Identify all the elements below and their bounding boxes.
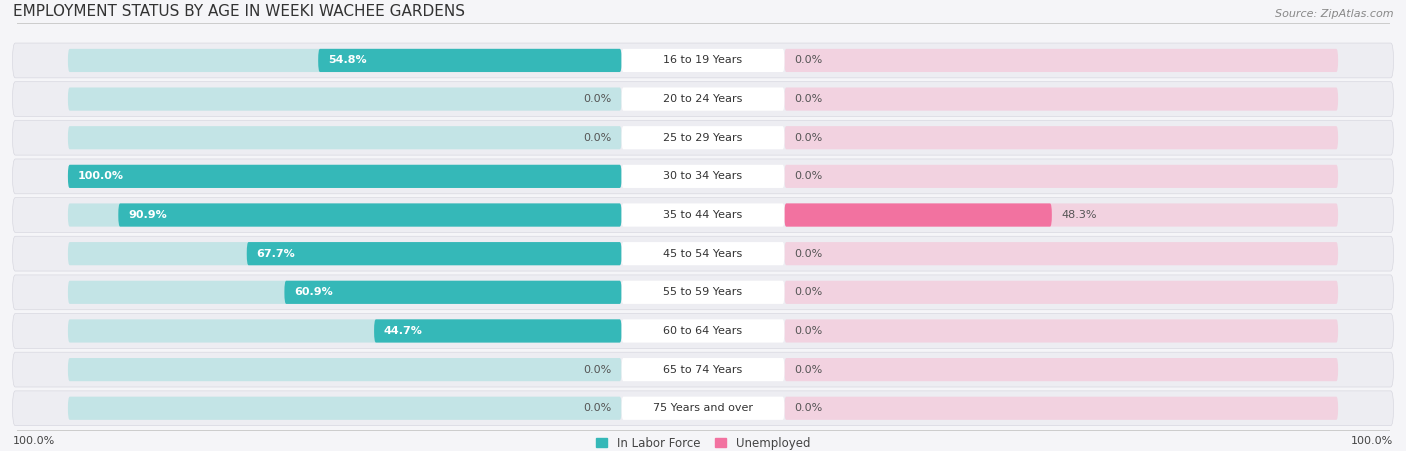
FancyBboxPatch shape xyxy=(67,203,621,226)
FancyBboxPatch shape xyxy=(621,203,785,226)
FancyBboxPatch shape xyxy=(13,82,1393,116)
Text: 0.0%: 0.0% xyxy=(583,133,612,143)
FancyBboxPatch shape xyxy=(118,203,621,226)
FancyBboxPatch shape xyxy=(785,203,1339,226)
FancyBboxPatch shape xyxy=(67,397,621,420)
Text: 48.3%: 48.3% xyxy=(1062,210,1097,220)
Text: 0.0%: 0.0% xyxy=(583,94,612,104)
FancyBboxPatch shape xyxy=(785,281,1339,304)
FancyBboxPatch shape xyxy=(621,49,785,72)
Text: 100.0%: 100.0% xyxy=(77,171,124,181)
FancyBboxPatch shape xyxy=(13,275,1393,310)
FancyBboxPatch shape xyxy=(13,159,1393,194)
Text: 30 to 34 Years: 30 to 34 Years xyxy=(664,171,742,181)
Text: 54.8%: 54.8% xyxy=(328,55,367,65)
FancyBboxPatch shape xyxy=(785,126,1339,149)
FancyBboxPatch shape xyxy=(67,242,621,265)
FancyBboxPatch shape xyxy=(621,165,785,188)
FancyBboxPatch shape xyxy=(621,87,785,110)
FancyBboxPatch shape xyxy=(621,319,785,343)
Text: 35 to 44 Years: 35 to 44 Years xyxy=(664,210,742,220)
FancyBboxPatch shape xyxy=(318,49,621,72)
Text: 16 to 19 Years: 16 to 19 Years xyxy=(664,55,742,65)
FancyBboxPatch shape xyxy=(785,49,1339,72)
Text: 45 to 54 Years: 45 to 54 Years xyxy=(664,249,742,259)
FancyBboxPatch shape xyxy=(67,165,621,188)
Text: 25 to 29 Years: 25 to 29 Years xyxy=(664,133,742,143)
Text: 0.0%: 0.0% xyxy=(794,94,823,104)
Legend: In Labor Force, Unemployed: In Labor Force, Unemployed xyxy=(596,437,810,450)
FancyBboxPatch shape xyxy=(67,87,621,110)
FancyBboxPatch shape xyxy=(621,281,785,304)
Text: 0.0%: 0.0% xyxy=(794,287,823,297)
FancyBboxPatch shape xyxy=(67,165,621,188)
FancyBboxPatch shape xyxy=(374,319,621,343)
FancyBboxPatch shape xyxy=(621,242,785,265)
FancyBboxPatch shape xyxy=(785,203,1052,226)
FancyBboxPatch shape xyxy=(13,198,1393,232)
Text: 0.0%: 0.0% xyxy=(794,55,823,65)
FancyBboxPatch shape xyxy=(67,358,621,381)
FancyBboxPatch shape xyxy=(785,319,1339,343)
FancyBboxPatch shape xyxy=(13,236,1393,271)
FancyBboxPatch shape xyxy=(67,319,621,343)
Text: 0.0%: 0.0% xyxy=(794,171,823,181)
Text: EMPLOYMENT STATUS BY AGE IN WEEKI WACHEE GARDENS: EMPLOYMENT STATUS BY AGE IN WEEKI WACHEE… xyxy=(13,4,464,18)
Text: Source: ZipAtlas.com: Source: ZipAtlas.com xyxy=(1275,9,1393,18)
Text: 44.7%: 44.7% xyxy=(384,326,423,336)
FancyBboxPatch shape xyxy=(621,126,785,149)
Text: 67.7%: 67.7% xyxy=(256,249,295,259)
Text: 20 to 24 Years: 20 to 24 Years xyxy=(664,94,742,104)
FancyBboxPatch shape xyxy=(13,352,1393,387)
Text: 0.0%: 0.0% xyxy=(794,403,823,413)
FancyBboxPatch shape xyxy=(13,120,1393,155)
Text: 60 to 64 Years: 60 to 64 Years xyxy=(664,326,742,336)
FancyBboxPatch shape xyxy=(67,49,621,72)
Text: 100.0%: 100.0% xyxy=(1351,436,1393,446)
Text: 0.0%: 0.0% xyxy=(794,133,823,143)
Text: 0.0%: 0.0% xyxy=(583,364,612,375)
FancyBboxPatch shape xyxy=(621,358,785,381)
FancyBboxPatch shape xyxy=(13,43,1393,78)
Text: 0.0%: 0.0% xyxy=(583,403,612,413)
FancyBboxPatch shape xyxy=(621,397,785,420)
Text: 75 Years and over: 75 Years and over xyxy=(652,403,754,413)
Text: 55 to 59 Years: 55 to 59 Years xyxy=(664,287,742,297)
Text: 65 to 74 Years: 65 to 74 Years xyxy=(664,364,742,375)
Text: 0.0%: 0.0% xyxy=(794,249,823,259)
Text: 60.9%: 60.9% xyxy=(294,287,333,297)
FancyBboxPatch shape xyxy=(246,242,621,265)
FancyBboxPatch shape xyxy=(13,391,1393,426)
Text: 0.0%: 0.0% xyxy=(794,364,823,375)
FancyBboxPatch shape xyxy=(785,358,1339,381)
FancyBboxPatch shape xyxy=(13,313,1393,348)
FancyBboxPatch shape xyxy=(284,281,621,304)
FancyBboxPatch shape xyxy=(785,242,1339,265)
FancyBboxPatch shape xyxy=(785,87,1339,110)
Text: 0.0%: 0.0% xyxy=(794,326,823,336)
FancyBboxPatch shape xyxy=(67,126,621,149)
Text: 100.0%: 100.0% xyxy=(13,436,55,446)
FancyBboxPatch shape xyxy=(785,165,1339,188)
Text: 90.9%: 90.9% xyxy=(128,210,167,220)
FancyBboxPatch shape xyxy=(67,281,621,304)
FancyBboxPatch shape xyxy=(785,397,1339,420)
